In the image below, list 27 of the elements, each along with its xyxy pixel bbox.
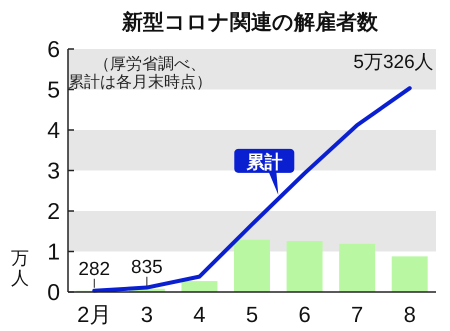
x-tick-label: 4 <box>193 302 206 327</box>
chart-title: 新型コロナ関連の解雇者数 <box>121 10 379 34</box>
bar <box>234 240 270 292</box>
annotation: （厚労省調べ、累計は各月末時点） <box>68 56 213 92</box>
y-tick-label: 2 <box>47 198 60 224</box>
y-tick-label: 3 <box>47 158 60 184</box>
x-tick-label: 5 <box>246 302 258 327</box>
x-tick-label: 2月 <box>77 302 112 327</box>
series-label: 累計 <box>245 152 282 172</box>
y-tick-label: 0 <box>47 279 60 305</box>
annotation: 282 <box>78 258 110 280</box>
y-axis-title: 万人 <box>11 248 29 288</box>
x-tick-label: 6 <box>298 302 311 327</box>
y-tick-label: 5 <box>47 76 60 102</box>
data-label: 5万326人 <box>353 52 434 74</box>
bar <box>286 240 323 292</box>
legend: 累計 <box>234 148 294 195</box>
bar <box>339 244 376 292</box>
x-tick-label: 3 <box>140 302 153 327</box>
bar <box>181 281 218 292</box>
x-tick-label: 8 <box>404 302 416 327</box>
y-tick-label: 6 <box>47 36 60 62</box>
annotation: 835 <box>131 256 163 278</box>
bar <box>392 256 428 292</box>
y-tick-label: 4 <box>47 117 60 143</box>
y-tick-label: 1 <box>47 238 60 264</box>
x-tick-label: 7 <box>351 302 364 327</box>
